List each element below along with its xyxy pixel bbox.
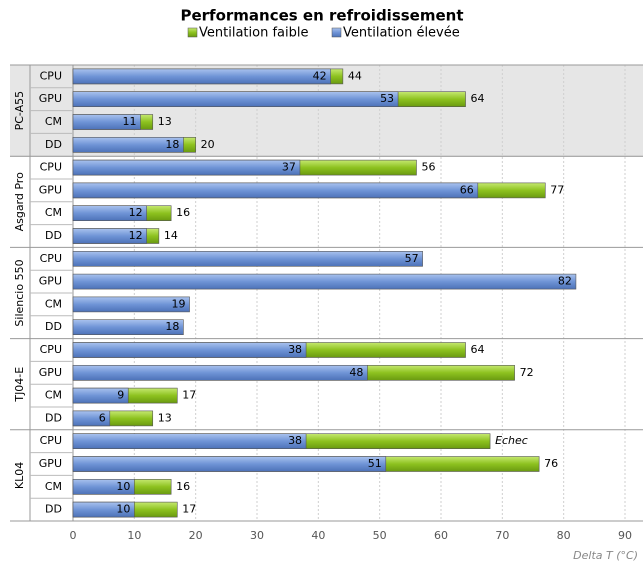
value-label: 13 [158,115,172,128]
x-tick-label: 60 [434,529,448,542]
y-tick-label: GPU [39,366,62,379]
bar [72,364,368,381]
bar [72,433,307,450]
bar [72,159,301,176]
y-tick-label: CPU [40,69,62,82]
x-tick-label: 50 [373,529,387,542]
y-tick-label: CM [45,297,62,310]
value-label: 10 [116,503,130,516]
y-tick-label: CPU [40,343,62,356]
bar [72,114,141,130]
value-label: 57 [405,252,419,265]
y-tick-label: GPU [39,275,62,288]
legend-label: Ventilation faible [199,26,308,41]
value-label: 16 [176,480,190,493]
value-label: 20 [201,138,215,151]
value-label: 64 [471,343,485,356]
x-tick-label: 20 [189,529,203,542]
y-tick-label: DD [45,503,62,516]
x-tick-label: 80 [557,529,571,542]
y-tick-label: DD [45,138,62,151]
value-label: 9 [117,389,124,402]
value-label: 17 [182,503,196,516]
y-tick-label: CPU [40,161,62,174]
bar [72,456,387,472]
value-label: 72 [520,366,534,379]
x-axis-label: Delta T (°C) [573,549,638,562]
y-tick-label: DD [45,229,62,242]
y-tick-label: CPU [40,252,62,265]
bar [72,182,479,199]
y-tick-label: DD [45,320,62,333]
y-tick-label: CM [45,206,62,219]
value-label: 16 [176,206,190,219]
y-tick-label: DD [45,411,62,424]
bar [72,91,399,107]
value-label: 14 [164,229,178,242]
value-label: 10 [116,480,130,493]
bar [72,228,147,244]
value-label: 6 [99,411,106,424]
value-label: 38 [288,434,302,447]
value-label: 51 [368,457,382,470]
value-label: 66 [460,183,474,196]
x-tick-label: 70 [495,529,509,542]
group-label: Asgard Pro [13,172,26,232]
chart-title: Performances en refroidissement [180,7,463,25]
value-label: 19 [172,297,186,310]
y-tick-label: CM [45,115,62,128]
value-label: 56 [421,161,435,174]
y-tick-label: GPU [39,92,62,105]
y-tick-label: GPU [39,457,62,470]
value-label: 44 [348,69,362,82]
bar [72,410,111,427]
legend-swatch [187,27,198,38]
y-tick-label: CPU [40,434,62,447]
value-label: Echec [495,434,528,447]
value-label: 53 [380,92,394,105]
bar [72,251,423,267]
value-label: 12 [129,206,143,219]
y-tick-label: GPU [39,183,62,196]
value-label: 13 [158,411,172,424]
value-label: 18 [165,320,179,333]
group-label: KL04 [13,462,26,489]
bar [72,205,147,221]
y-tick-label: CM [45,389,62,402]
group-label: PC-A55 [13,91,26,131]
y-tick-label: CM [45,480,62,493]
bar [72,319,184,336]
value-label: 82 [558,275,572,288]
bar [72,501,135,518]
bar [72,478,135,495]
bar [72,137,184,153]
bar [72,387,129,404]
bar [72,273,577,290]
value-label: 64 [471,92,485,105]
value-label: 11 [122,115,136,128]
group-label: TJ04-E [13,367,26,403]
bar [72,342,307,358]
value-label: 17 [182,389,196,402]
x-tick-label: 0 [70,529,77,542]
value-label: 12 [129,229,143,242]
group-label: Silencio 550 [13,259,26,326]
value-label: 38 [288,343,302,356]
value-label: 18 [165,138,179,151]
value-label: 77 [550,183,564,196]
bar [72,68,331,85]
x-tick-label: 40 [311,529,325,542]
x-tick-label: 10 [127,529,141,542]
value-label: 37 [282,161,296,174]
legend-swatch [331,27,342,38]
bar [72,296,190,313]
x-tick-label: 30 [250,529,264,542]
value-label: 48 [349,366,363,379]
value-label: 42 [313,69,327,82]
legend-label: Ventilation élevée [343,26,460,41]
x-tick-label: 90 [618,529,632,542]
value-label: 76 [544,457,558,470]
